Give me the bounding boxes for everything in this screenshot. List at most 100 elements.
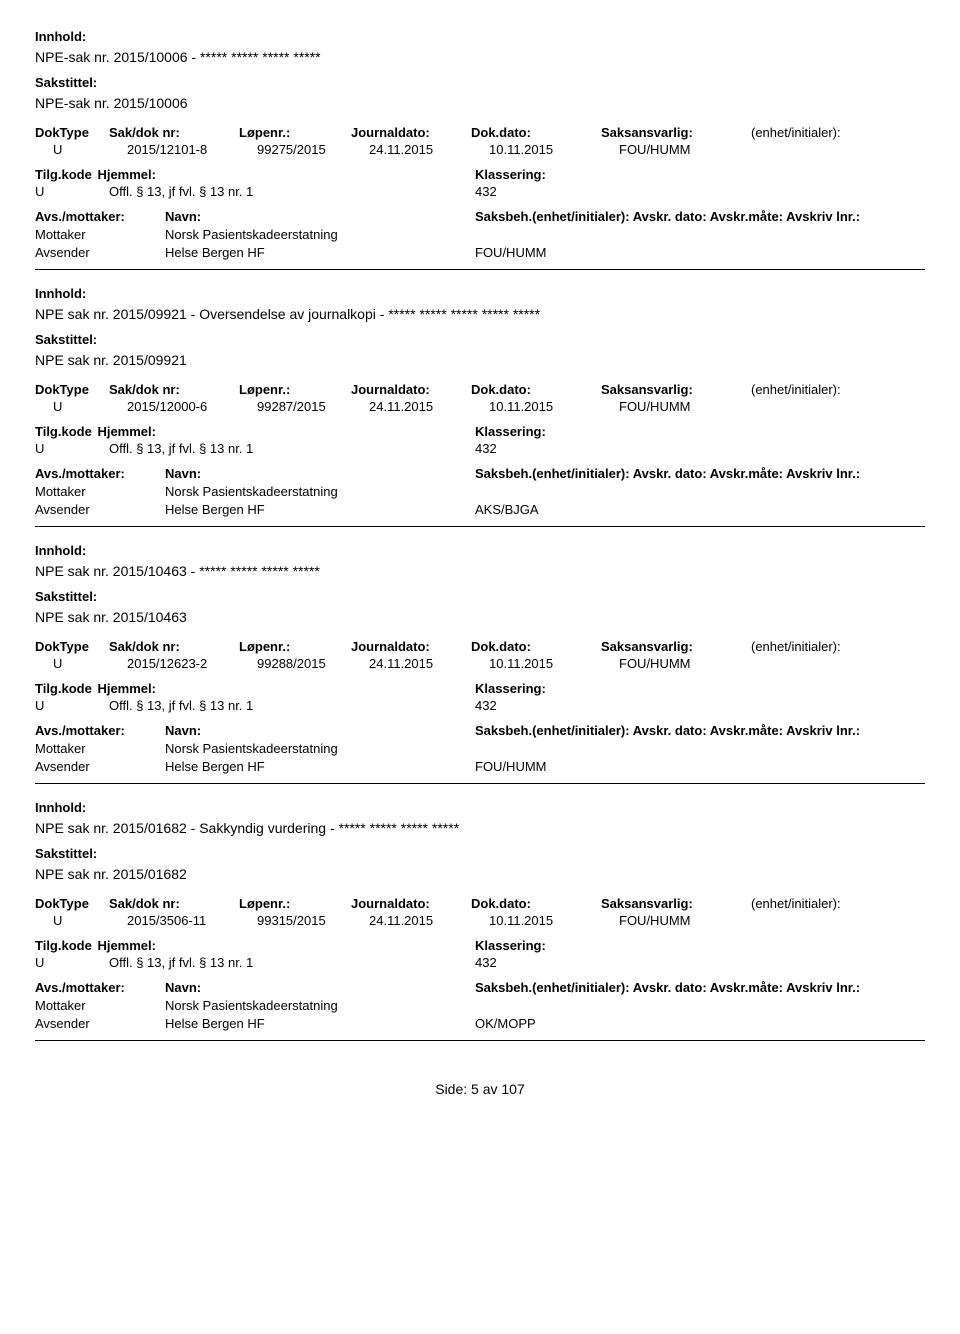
sakstittel-label: Sakstittel: <box>35 846 925 861</box>
main-header-row: DokType Sak/dok nr: Løpenr.: Journaldato… <box>35 896 925 911</box>
dokdato-label: Dok.dato: <box>471 382 601 397</box>
tilgkode-label: Tilg.kode <box>35 681 92 696</box>
navn-label: Navn: <box>165 980 475 995</box>
journaldato-label: Journaldato: <box>351 125 471 140</box>
main-header-row: DokType Sak/dok nr: Løpenr.: Journaldato… <box>35 639 925 654</box>
journal-record: Innhold: NPE sak nr. 2015/09921 - Overse… <box>35 286 925 527</box>
lopenr-value: 99315/2015 <box>257 913 369 928</box>
party-saksbeh: FOU/HUMM <box>475 245 925 260</box>
enhet-label: (enhet/initialer): <box>751 382 901 397</box>
party-name: Norsk Pasientskadeerstatning <box>165 227 475 242</box>
party-name: Helse Bergen HF <box>165 502 475 517</box>
main-value-row: U 2015/12623-2 99288/2015 24.11.2015 10.… <box>35 656 925 671</box>
innhold-label: Innhold: <box>35 800 925 815</box>
lopenr-value: 99288/2015 <box>257 656 369 671</box>
party-saksbeh: FOU/HUMM <box>475 759 925 774</box>
party-role: Mottaker <box>35 227 165 242</box>
saksansvarlig-label: Saksansvarlig: <box>601 639 751 654</box>
party-saksbeh <box>475 484 925 499</box>
navn-label: Navn: <box>165 466 475 481</box>
tilgkode-value: U <box>35 184 109 199</box>
tilgkode-label: Tilg.kode <box>35 938 92 953</box>
innhold-label: Innhold: <box>35 543 925 558</box>
dokdato-label: Dok.dato: <box>471 125 601 140</box>
party-name: Norsk Pasientskadeerstatning <box>165 998 475 1013</box>
lopenr-label: Løpenr.: <box>239 639 351 654</box>
innhold-text: NPE sak nr. 2015/01682 - Sakkyndig vurde… <box>35 820 925 836</box>
journaldato-label: Journaldato: <box>351 896 471 911</box>
lopenr-value: 99275/2015 <box>257 142 369 157</box>
saksansvarlig-label: Saksansvarlig: <box>601 125 751 140</box>
sakstittel-text: NPE sak nr. 2015/09921 <box>35 352 925 368</box>
party-header-row: Avs./mottaker: Navn: Saksbeh.(enhet/init… <box>35 466 925 481</box>
klassering-label: Klassering: <box>475 938 546 953</box>
sakstittel-text: NPE-sak nr. 2015/10006 <box>35 95 925 111</box>
lopenr-label: Løpenr.: <box>239 896 351 911</box>
saksansvarlig-value: FOU/HUMM <box>619 399 769 414</box>
hjemmel-label: Hjemmel: <box>97 424 156 439</box>
party-row: Mottaker Norsk Pasientskadeerstatning <box>35 484 925 499</box>
saksansvarlig-label: Saksansvarlig: <box>601 382 751 397</box>
journaldato-label: Journaldato: <box>351 382 471 397</box>
party-name: Helse Bergen HF <box>165 1016 475 1031</box>
enhet-label: (enhet/initialer): <box>751 639 901 654</box>
avsmottaker-label: Avs./mottaker: <box>35 209 165 224</box>
klassering-value: 432 <box>475 184 497 199</box>
party-role: Avsender <box>35 502 165 517</box>
party-role: Avsender <box>35 1016 165 1031</box>
navn-label: Navn: <box>165 723 475 738</box>
doktype-value: U <box>35 399 127 414</box>
saksansvarlig-value: FOU/HUMM <box>619 656 769 671</box>
avsmottaker-label: Avs./mottaker: <box>35 723 165 738</box>
hjemmel-value: Offl. § 13, jf fvl. § 13 nr. 1 <box>109 698 475 713</box>
klassering-label: Klassering: <box>475 681 546 696</box>
party-role: Avsender <box>35 245 165 260</box>
saksansvarlig-value: FOU/HUMM <box>619 913 769 928</box>
avsmottaker-label: Avs./mottaker: <box>35 980 165 995</box>
sakdok-value: 2015/12623-2 <box>127 656 257 671</box>
klassering-label: Klassering: <box>475 424 546 439</box>
main-value-row: U 2015/12101-8 99275/2015 24.11.2015 10.… <box>35 142 925 157</box>
sakstittel-label: Sakstittel: <box>35 332 925 347</box>
dokdato-value: 10.11.2015 <box>489 913 619 928</box>
party-saksbeh <box>475 227 925 242</box>
sakdok-value: 2015/3506-11 <box>127 913 257 928</box>
klassering-value: 432 <box>475 698 497 713</box>
party-role: Mottaker <box>35 741 165 756</box>
tilg-value-row: U Offl. § 13, jf fvl. § 13 nr. 1 432 <box>35 184 925 199</box>
doktype-label: DokType <box>35 639 109 654</box>
hjemmel-value: Offl. § 13, jf fvl. § 13 nr. 1 <box>109 184 475 199</box>
tilgkode-label: Tilg.kode <box>35 424 92 439</box>
klassering-value: 432 <box>475 441 497 456</box>
party-role: Avsender <box>35 759 165 774</box>
party-saksbeh <box>475 741 925 756</box>
sakdok-label: Sak/dok nr: <box>109 382 239 397</box>
party-row: Mottaker Norsk Pasientskadeerstatning <box>35 227 925 242</box>
tilgkode-label: Tilg.kode <box>35 167 92 182</box>
document-container: Innhold: NPE-sak nr. 2015/10006 - ***** … <box>35 29 925 1041</box>
enhet-label: (enhet/initialer): <box>751 896 901 911</box>
doktype-value: U <box>35 913 127 928</box>
innhold-label: Innhold: <box>35 286 925 301</box>
tilg-value-row: U Offl. § 13, jf fvl. § 13 nr. 1 432 <box>35 955 925 970</box>
saksbeh-label: Saksbeh.(enhet/initialer): Avskr. dato: … <box>475 466 925 481</box>
party-row: Mottaker Norsk Pasientskadeerstatning <box>35 998 925 1013</box>
innhold-label: Innhold: <box>35 29 925 44</box>
tilg-header-row: Tilg.kode Hjemmel: Klassering: <box>35 167 925 182</box>
party-saksbeh <box>475 998 925 1013</box>
avsmottaker-label: Avs./mottaker: <box>35 466 165 481</box>
doktype-label: DokType <box>35 896 109 911</box>
saksansvarlig-label: Saksansvarlig: <box>601 896 751 911</box>
saksbeh-label: Saksbeh.(enhet/initialer): Avskr. dato: … <box>475 723 925 738</box>
sakdok-label: Sak/dok nr: <box>109 896 239 911</box>
journal-record: Innhold: NPE-sak nr. 2015/10006 - ***** … <box>35 29 925 270</box>
main-header-row: DokType Sak/dok nr: Løpenr.: Journaldato… <box>35 382 925 397</box>
doktype-value: U <box>35 142 127 157</box>
journal-record: Innhold: NPE sak nr. 2015/01682 - Sakkyn… <box>35 800 925 1041</box>
journaldato-label: Journaldato: <box>351 639 471 654</box>
hjemmel-value: Offl. § 13, jf fvl. § 13 nr. 1 <box>109 441 475 456</box>
party-name: Norsk Pasientskadeerstatning <box>165 484 475 499</box>
dokdato-value: 10.11.2015 <box>489 399 619 414</box>
sakdok-label: Sak/dok nr: <box>109 639 239 654</box>
party-role: Mottaker <box>35 998 165 1013</box>
